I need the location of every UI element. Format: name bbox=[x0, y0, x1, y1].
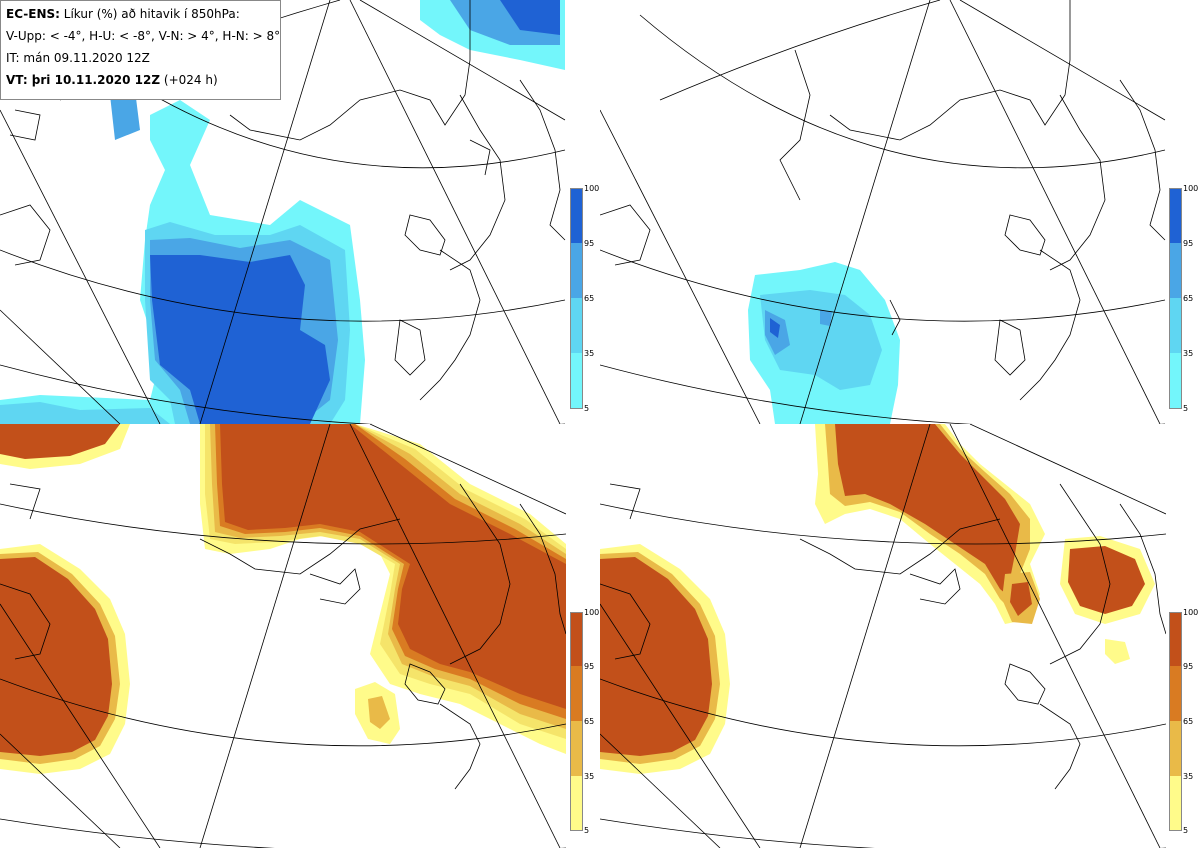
coastlines bbox=[600, 483, 1166, 790]
map-panel-lower-right bbox=[600, 424, 1166, 848]
map-upper-left bbox=[0, 0, 566, 424]
coastlines bbox=[0, 483, 566, 790]
colorbar-blue bbox=[1169, 188, 1182, 409]
colorbar-tick: 35 bbox=[1183, 772, 1194, 781]
graticule bbox=[600, 0, 1166, 424]
graticule bbox=[0, 424, 566, 848]
colorbar-tick: 95 bbox=[1183, 239, 1194, 248]
colorbar-orange bbox=[1169, 612, 1182, 831]
colorbar-lower-left bbox=[570, 612, 583, 831]
map-panel-lower-left bbox=[0, 424, 566, 848]
colorbar-tick: 65 bbox=[1183, 294, 1194, 303]
colorbar-tick: 100 bbox=[584, 184, 600, 193]
colorbar-lower-right bbox=[1169, 612, 1182, 831]
info-line-2: V-Upp: < -4°, H-U: < -8°, V-N: > 4°, H-N… bbox=[6, 27, 280, 49]
colorbar-upper-left bbox=[570, 188, 583, 409]
colorbar-orange bbox=[570, 612, 583, 831]
colorbar-tick: 35 bbox=[584, 772, 595, 781]
colorbar-tick: 5 bbox=[1183, 404, 1189, 413]
colorbar-tick: 100 bbox=[1183, 184, 1199, 193]
colorbar-tick: 65 bbox=[1183, 717, 1194, 726]
map-lower-right bbox=[600, 424, 1166, 848]
colorbar-tick: 95 bbox=[584, 662, 595, 671]
colorbar-tick: 35 bbox=[1183, 349, 1194, 358]
colorbar-tick: 5 bbox=[584, 404, 590, 413]
probability-field bbox=[748, 262, 900, 424]
colorbar-tick: 65 bbox=[584, 717, 595, 726]
probability-field bbox=[600, 424, 1155, 774]
info-line-3: IT: mán 09.11.2020 12Z bbox=[6, 49, 275, 71]
colorbar-tick: 5 bbox=[584, 826, 590, 835]
initial-time: IT: mán 09.11.2020 12Z bbox=[6, 51, 150, 65]
model-name: EC-ENS: bbox=[6, 7, 60, 21]
map-panel-upper-right bbox=[600, 0, 1166, 424]
map-upper-right bbox=[600, 0, 1166, 424]
valid-time: VT: þri 10.11.2020 12Z bbox=[6, 73, 161, 87]
product-title: Líkur (%) að hitavik í 850hPa: bbox=[59, 7, 240, 21]
colorbar-tick: 100 bbox=[584, 608, 600, 617]
probability-field bbox=[0, 0, 565, 424]
map-panel-upper-left bbox=[0, 0, 566, 424]
colorbar-tick: 35 bbox=[584, 349, 595, 358]
coastlines bbox=[0, 0, 566, 401]
info-line-4: VT: þri 10.11.2020 12Z (+024 h) bbox=[6, 71, 275, 93]
probability-field bbox=[0, 424, 566, 774]
colorbar-tick: 95 bbox=[1183, 662, 1194, 671]
map-lower-left bbox=[0, 424, 566, 848]
colorbar-tick: 100 bbox=[1183, 608, 1199, 617]
threshold-legend: V-Upp: < -4°, H-U: < -8°, V-N: > 4°, H-N… bbox=[6, 29, 281, 43]
colorbar-tick: 95 bbox=[584, 239, 595, 248]
colorbar-tick: 5 bbox=[1183, 826, 1189, 835]
map-info-box: EC-ENS: Líkur (%) að hitavik í 850hPa: V… bbox=[0, 0, 281, 100]
colorbar-tick: 65 bbox=[584, 294, 595, 303]
info-line-1: EC-ENS: Líkur (%) að hitavik í 850hPa: bbox=[6, 5, 275, 27]
forecast-lead: (+024 h) bbox=[160, 73, 218, 87]
colorbar-blue bbox=[570, 188, 583, 409]
coastlines bbox=[600, 0, 1166, 401]
graticule bbox=[600, 424, 1166, 848]
colorbar-upper-right bbox=[1169, 188, 1182, 409]
